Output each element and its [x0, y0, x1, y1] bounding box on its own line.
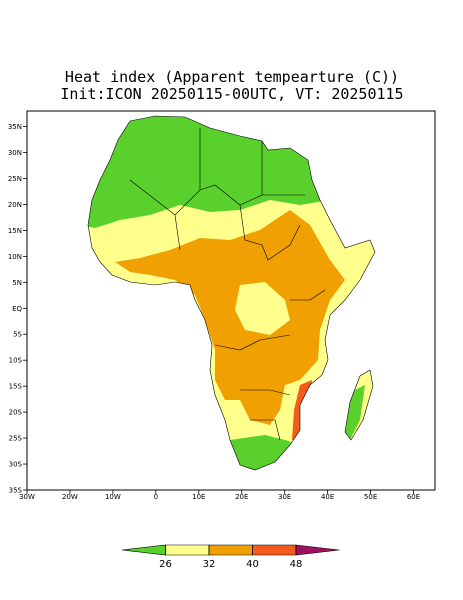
- lat-tick-label: 20S: [9, 409, 23, 417]
- lat-tick-label: 15N: [8, 227, 22, 235]
- lat-tick-label: 20N: [8, 201, 22, 209]
- lat-tick-label: 30S: [9, 461, 23, 469]
- coastline: [87, 115, 376, 471]
- lon-tick-label: 20W: [62, 493, 78, 501]
- lat-tick-label: 30N: [8, 149, 22, 157]
- lon-tick-label: 40E: [321, 493, 334, 501]
- lat-tick-label: 35N: [8, 123, 22, 131]
- lat-tick-label: 35S: [9, 487, 23, 495]
- country-borders: [129, 128, 326, 441]
- lon-tick-label: 0: [154, 493, 158, 501]
- lat-tick-label: 25N: [8, 175, 22, 183]
- lat-tick-label: 10N: [8, 253, 22, 261]
- field-yellow-patch: [235, 282, 290, 335]
- lat-tick-label: EQ: [12, 305, 22, 313]
- lon-tick-label: 30E: [278, 493, 291, 501]
- lat-tick-label: 5N: [12, 279, 22, 287]
- heat-field: [88, 116, 375, 470]
- colorbar-segment: [165, 544, 210, 556]
- colorbar-label: 26: [159, 559, 172, 570]
- field-orange: [115, 210, 345, 425]
- lon-tick-label: 30W: [19, 493, 35, 501]
- map-frame: [26, 110, 436, 491]
- madagascar-coast: [344, 369, 374, 441]
- colorbar-label: 40: [246, 559, 259, 570]
- lon-tick-label: 10W: [105, 493, 121, 501]
- colorbar-segment: [121, 544, 166, 556]
- lat-tick-label: 10S: [9, 357, 23, 365]
- lon-tick-label: 10E: [192, 493, 205, 501]
- borders: [87, 115, 376, 471]
- lat-tick-label: 5S: [13, 331, 22, 339]
- map-subtitle: Init:ICON 20250115-00UTC, VT: 20250115: [60, 85, 403, 103]
- colorbar-segment: [295, 544, 340, 556]
- colorbar-segment: [208, 544, 253, 556]
- colorbar-label: 32: [203, 559, 216, 570]
- lon-tick-label: 60E: [407, 493, 420, 501]
- colorbar-label: 48: [290, 559, 303, 570]
- lat-tick-label: 15S: [9, 383, 23, 391]
- colorbar-segment: [252, 544, 297, 556]
- map-title: Heat index (Apparent tempearture (C)): [65, 68, 399, 86]
- field-green: [88, 116, 375, 228]
- lon-tick-label: 20E: [235, 493, 248, 501]
- lat-tick-label: 25S: [9, 435, 23, 443]
- lon-tick-label: 50E: [364, 493, 377, 501]
